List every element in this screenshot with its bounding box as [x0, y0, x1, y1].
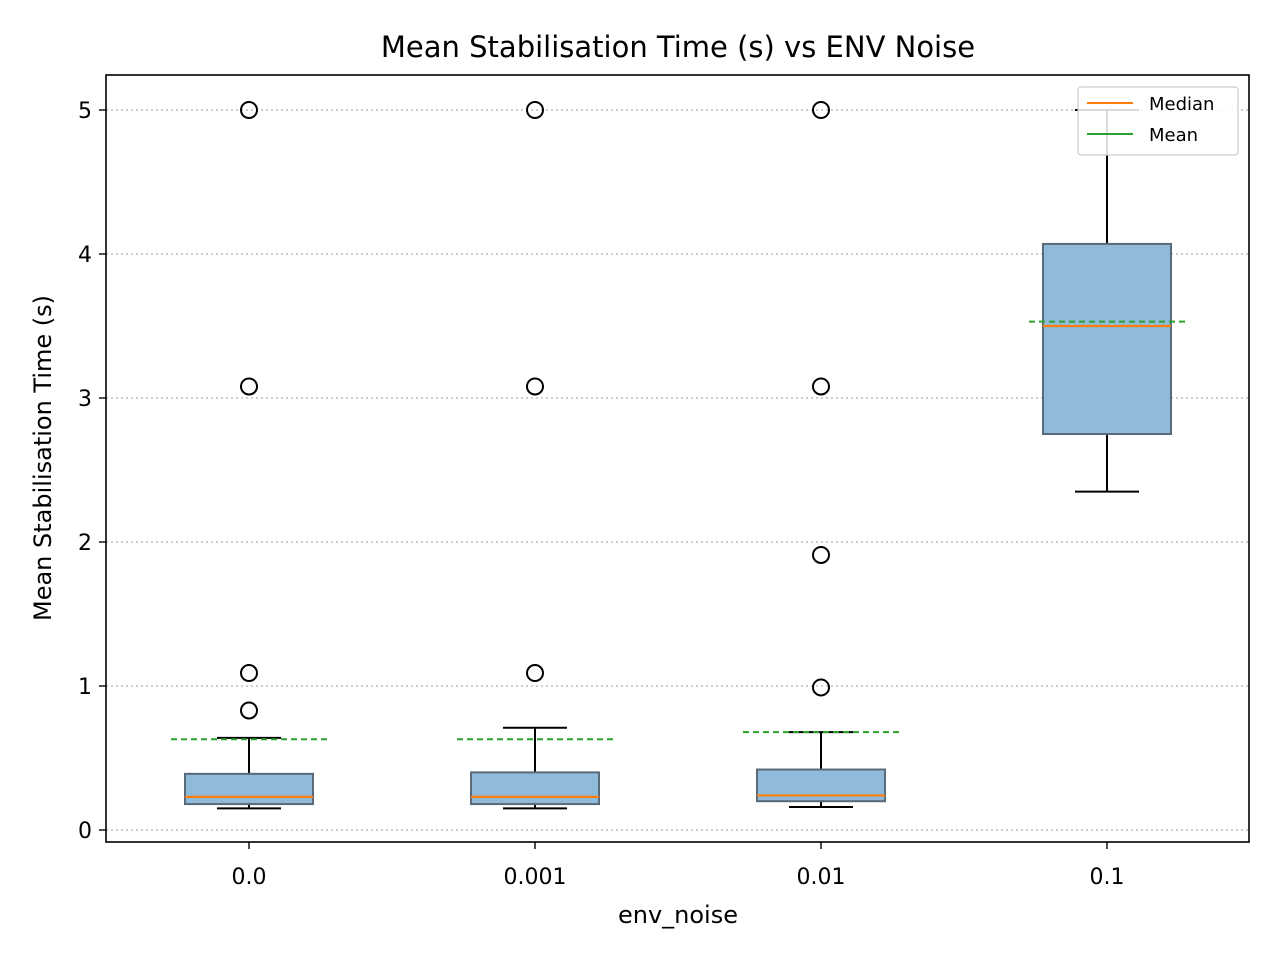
- x-tick-label: 0.001: [504, 865, 567, 890]
- box-0.1: [1029, 109, 1185, 493]
- legend-mean-label: Mean: [1149, 125, 1198, 146]
- outlier-point: [526, 377, 544, 396]
- iqr-box: [184, 772, 314, 806]
- box-group: [171, 101, 1185, 810]
- y-tick-label: 0: [78, 819, 92, 844]
- y-tick-label: 3: [78, 387, 92, 412]
- outlier-point: [240, 664, 258, 683]
- x-tick-label: 0.1: [1090, 865, 1125, 890]
- box-0.0: [171, 101, 327, 810]
- y-axis-label: Mean Stabilisation Time (s): [29, 295, 57, 621]
- x-tick-label: 0.0: [232, 865, 267, 890]
- outlier-point: [812, 678, 830, 697]
- legend: Median Mean: [1077, 86, 1239, 156]
- outlier-point: [526, 664, 544, 683]
- box-0.01: [743, 101, 899, 808]
- x-axis-ticks: 0.0 0.001 0.01 0.1: [232, 842, 1125, 890]
- box-0.001: [457, 101, 613, 810]
- y-tick-label: 1: [78, 675, 92, 700]
- y-tick-label: 4: [78, 243, 92, 268]
- outlier-point: [812, 101, 830, 119]
- iqr-box: [470, 771, 600, 806]
- chart-title: Mean Stabilisation Time (s) vs ENV Noise: [381, 30, 975, 64]
- outlier-point: [812, 377, 830, 396]
- x-tick-label: 0.01: [797, 865, 846, 890]
- outlier-point: [240, 377, 258, 396]
- outlier-point: [526, 101, 544, 119]
- plot-frame: [105, 74, 1250, 843]
- outlier-point: [240, 701, 258, 720]
- y-tick-label: 2: [78, 531, 92, 556]
- iqr-box: [1042, 242, 1172, 435]
- x-axis-label: env_noise: [618, 901, 738, 929]
- outlier-point: [812, 545, 830, 564]
- grid-lines: [106, 109, 1249, 831]
- legend-median-label: Median: [1149, 94, 1214, 115]
- y-tick-label: 5: [78, 99, 92, 124]
- outlier-point: [240, 101, 258, 119]
- y-axis-ticks: 0 1 2 3 4 5: [78, 99, 106, 844]
